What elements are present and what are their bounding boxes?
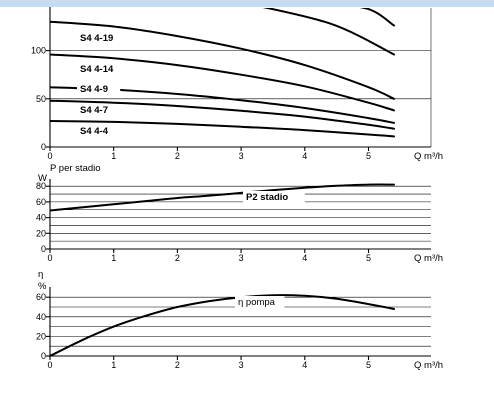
head-x-tick-label: 2 xyxy=(175,151,180,161)
efficiency-y-tick-label: 20 xyxy=(36,331,46,341)
power-y-tick-label: 0 xyxy=(41,244,46,254)
head-curve-s4-4-7 xyxy=(50,99,395,130)
power-curve-p2-stadio xyxy=(50,183,395,212)
efficiency-y-tick-label: 60 xyxy=(36,292,46,302)
head-x-tick-label: 4 xyxy=(302,151,307,161)
efficiency-x-tick-label: 2 xyxy=(175,360,180,370)
head-curve-s4-4-4 xyxy=(50,120,395,138)
power-series-label: P2 stadio xyxy=(246,192,288,203)
power-y-tick-label: 20 xyxy=(36,228,46,238)
efficiency-series-label: η pompa xyxy=(238,297,276,308)
power-y-axis-label: W xyxy=(38,173,47,184)
head-x-axis-label: Q m³/h xyxy=(414,151,443,162)
efficiency-x-tick-label: 3 xyxy=(239,360,244,370)
head-label-bg xyxy=(77,104,121,116)
efficiency-x-tick-label: 4 xyxy=(302,360,307,370)
head-x-tick-label: 5 xyxy=(366,151,371,161)
power-y-tick-label: 40 xyxy=(36,213,46,223)
head-y-tick-label: 100 xyxy=(31,46,46,56)
efficiency-x-tick-label: 0 xyxy=(47,360,52,370)
efficiency-y-axis-label: % xyxy=(38,281,47,292)
power-label-bg xyxy=(243,191,305,203)
power-x-tick-label: 0 xyxy=(47,253,52,263)
head-series-label: S4 4-19 xyxy=(80,33,113,44)
efficiency-x-tick-label: 1 xyxy=(111,360,116,370)
top-bar xyxy=(0,0,494,7)
head-label-bg xyxy=(77,63,127,75)
power-y-tick-label: 80 xyxy=(36,181,46,191)
efficiency-y-tick-label: 0 xyxy=(41,351,46,361)
efficiency-curve--pompa xyxy=(50,294,395,357)
head-curve-upper-2 xyxy=(359,8,395,27)
head-y-tick-label: 50 xyxy=(36,94,46,104)
head-curve-s4-4-19 xyxy=(50,20,395,100)
efficiency-label-bg xyxy=(235,296,285,308)
power-x-tick-label: 4 xyxy=(302,253,307,263)
power-x-tick-label: 2 xyxy=(175,253,180,263)
head-x-tick-label: 0 xyxy=(47,151,52,161)
power-x-tick-label: 3 xyxy=(239,253,244,263)
efficiency-x-tick-label: 5 xyxy=(366,360,371,370)
head-curve-upper-1 xyxy=(262,8,395,56)
head-series-label: S4 4-7 xyxy=(80,105,108,116)
head-label-bg xyxy=(77,32,127,44)
head-series-label: S4 4-9 xyxy=(80,84,108,95)
head-x-tick-label: 1 xyxy=(111,151,116,161)
efficiency-x-axis-label: Q m³/h xyxy=(414,360,443,371)
power-title: P per stadio xyxy=(50,163,101,174)
power-x-axis-label: Q m³/h xyxy=(414,253,443,264)
efficiency-y-tick-label: 40 xyxy=(36,312,46,322)
power-x-tick-label: 1 xyxy=(111,253,116,263)
head-series-label: S4 4-14 xyxy=(80,64,114,75)
head-curve-s4-4-14 xyxy=(50,53,395,112)
power-x-tick-label: 5 xyxy=(366,253,371,263)
head-label-bg xyxy=(77,83,121,95)
power-y-tick-label: 60 xyxy=(36,197,46,207)
head-series-label: S4 4-4 xyxy=(80,126,109,137)
efficiency-title: η xyxy=(38,269,43,280)
head-label-bg xyxy=(77,125,121,137)
head-x-tick-label: 3 xyxy=(239,151,244,161)
head-y-tick-label: 0 xyxy=(41,142,46,152)
